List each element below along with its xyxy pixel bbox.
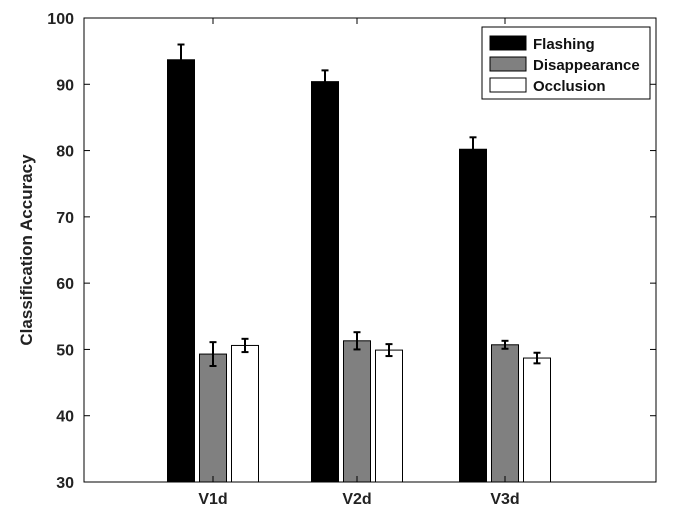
x-tick-label-v2d: V2d bbox=[342, 491, 371, 508]
legend-swatch-disappearance bbox=[489, 56, 527, 72]
bar-flashing-v1d bbox=[167, 59, 195, 483]
legend-swatch-occlusion bbox=[489, 77, 527, 93]
legend-swatch-flashing bbox=[489, 35, 527, 51]
bar-disappearance-v1d bbox=[199, 353, 227, 483]
legend: Flashing Disappearance Occlusion bbox=[481, 26, 651, 100]
y-axis-label: Classification Accuracy bbox=[17, 154, 36, 346]
y-tick-label: 90 bbox=[56, 77, 74, 94]
legend-label-disappearance: Disappearance bbox=[533, 57, 640, 74]
y-tick-label: 70 bbox=[56, 210, 74, 227]
legend-label-occlusion: Occlusion bbox=[533, 78, 606, 95]
bar-flashing-v2d bbox=[311, 81, 339, 483]
bar-occlusion-v2d bbox=[375, 349, 403, 483]
x-tick-label-v3d: V3d bbox=[490, 491, 519, 508]
bar-flashing-v3d bbox=[459, 148, 487, 483]
y-tick-label: 50 bbox=[56, 342, 74, 359]
y-tick-label: 40 bbox=[56, 409, 74, 426]
x-tick-label-v1d: V1d bbox=[198, 491, 227, 508]
bar-occlusion-v3d bbox=[523, 357, 551, 483]
legend-label-flashing: Flashing bbox=[533, 36, 595, 53]
bar-disappearance-v3d bbox=[491, 344, 519, 483]
y-tick-label: 100 bbox=[47, 11, 74, 28]
y-tick-label: 60 bbox=[56, 276, 74, 293]
bar-occlusion-v1d bbox=[231, 344, 259, 483]
bar-disappearance-v2d bbox=[343, 340, 371, 483]
y-tick-label: 80 bbox=[56, 144, 74, 161]
y-tick-label: 30 bbox=[56, 475, 74, 492]
